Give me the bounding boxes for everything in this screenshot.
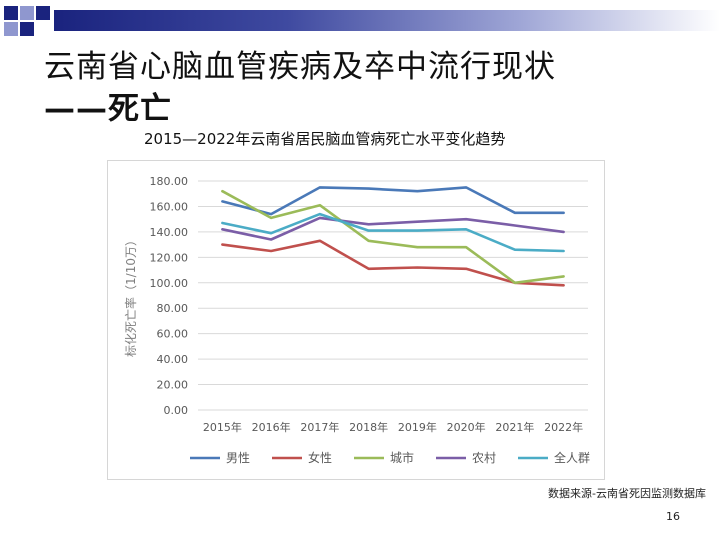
chart-title: 2015—2022年云南省居民脑血管病死亡水平变化趋势	[144, 130, 506, 148]
y-axis-label: 标化死亡率（1/10万）	[123, 234, 138, 357]
y-tick-label: 0.00	[164, 404, 189, 417]
series-line-农村	[221, 216, 565, 241]
y-tick-label: 60.00	[157, 328, 189, 341]
y-tick-label: 160.00	[150, 200, 189, 213]
series-line-城市	[221, 189, 565, 285]
x-tick-label: 2018年	[349, 420, 388, 434]
header-gradient-bar	[54, 10, 720, 31]
square-4	[4, 22, 18, 36]
y-tick-label: 40.00	[157, 353, 189, 366]
x-tick-label: 2020年	[447, 420, 486, 434]
y-tick-label: 180.00	[150, 175, 189, 188]
slide-title-line2: ——死亡	[44, 91, 172, 127]
x-tick-label: 2017年	[300, 420, 339, 434]
x-tick-label: 2022年	[544, 420, 583, 434]
page-number: 16	[666, 510, 680, 523]
x-tick-label: 2015年	[203, 420, 242, 434]
x-tick-label: 2016年	[252, 420, 291, 434]
slide-title-line1: 云南省心脑血管疾病及卒中流行现状	[44, 49, 556, 85]
y-tick-label: 100.00	[150, 277, 189, 290]
square-3	[36, 6, 50, 20]
line-chart: 0.00 20.00 40.00 60.00 80.00 100.00 120.00 140.…	[123, 175, 590, 465]
legend-label: 城市	[390, 450, 414, 465]
y-tick-label: 140.00	[150, 226, 189, 239]
square-1	[4, 6, 18, 20]
x-tick-label: 2019年	[398, 420, 437, 434]
square-5	[20, 22, 34, 36]
legend-label: 全人群	[554, 450, 590, 465]
series-line-全人群	[221, 212, 565, 253]
legend-label: 女性	[308, 450, 332, 465]
slide-title: 云南省心脑血管疾病及卒中流行现状 ——死亡	[44, 46, 704, 130]
y-tick-label: 80.00	[157, 302, 189, 315]
series-line-男性	[221, 186, 565, 216]
chart-container: 0.00 20.00 40.00 60.00 80.00 100.00 120.00 140.…	[107, 160, 605, 480]
legend-label: 男性	[226, 451, 250, 465]
y-tick-label: 120.00	[150, 251, 189, 264]
y-tick-label: 20.00	[157, 379, 189, 392]
series-line-女性	[221, 239, 565, 287]
data-source-note: 数据来源-云南省死因监测数据库	[548, 487, 706, 500]
x-tick-label: 2021年	[495, 420, 534, 434]
header-decoration	[0, 0, 720, 38]
square-2	[20, 6, 34, 20]
legend-label: 农村	[472, 451, 496, 465]
